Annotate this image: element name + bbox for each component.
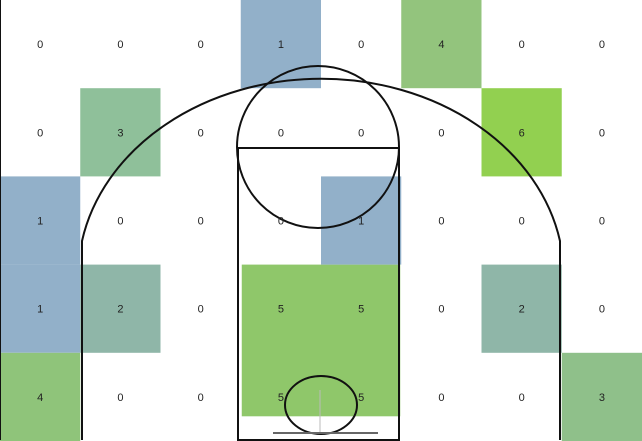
cell-value: 4: [438, 39, 444, 51]
cell-value: 0: [37, 39, 43, 51]
cell-value: 1: [37, 216, 43, 228]
heatmap-cell: [0, 352, 81, 441]
court-lines: [0, 0, 561, 441]
cell-value: 0: [358, 127, 364, 139]
cell-value: 0: [198, 304, 204, 316]
cell-value: 4: [37, 392, 43, 404]
heatmap-cell: [321, 176, 402, 265]
cell-value: 2: [519, 304, 525, 316]
cell-value: 0: [519, 392, 525, 404]
cell-value: 0: [599, 39, 605, 51]
cell-value: 0: [358, 39, 364, 51]
cell-value: 0: [117, 392, 123, 404]
cell-value: 5: [278, 304, 284, 316]
free-throw-circle: [236, 65, 400, 229]
cell-value: 5: [358, 304, 364, 316]
cell-value: 1: [278, 39, 284, 51]
cell-value: 1: [358, 216, 364, 228]
heatmap-cell: [481, 264, 562, 353]
heatmap-cell: [561, 352, 642, 441]
cell-value-labels: 0 0 0 1 0 4 0 0 0 3 0 0 0 0 6 0 1 0 0 0 1 0 0 0 1 2 0 5 5 0 2 0 4 0 0 5 5 0 0 3: [37, 39, 605, 404]
cell-value: 2: [117, 304, 123, 316]
heatmap-cell: [0, 264, 81, 353]
heatmap-cell: [401, 0, 482, 89]
cell-value: 5: [278, 392, 284, 404]
cell-value: 0: [198, 127, 204, 139]
cell-value: 0: [438, 127, 444, 139]
heatmap-cell: [80, 88, 161, 177]
cell-value: 0: [37, 127, 43, 139]
cell-value: 0: [599, 127, 605, 139]
cell-value: 3: [117, 127, 123, 139]
cell-value: 0: [519, 216, 525, 228]
heatmap-cell: [80, 264, 161, 353]
heatmap-cell: [481, 88, 562, 177]
heatmap-cell: [0, 176, 81, 265]
cell-value: 3: [599, 392, 605, 404]
cell-value: 0: [117, 39, 123, 51]
cell-value: 0: [519, 39, 525, 51]
cell-value: 0: [438, 216, 444, 228]
heatmap-zone: [241, 264, 401, 417]
cell-value: 0: [278, 216, 284, 228]
three-point-arc: [81, 77, 561, 440]
cell-value: 0: [198, 39, 204, 51]
heatmap-cell: [240, 0, 321, 89]
cell-value: 0: [117, 216, 123, 228]
cell-value: 1: [37, 304, 43, 316]
cell-value: 0: [599, 304, 605, 316]
free-throw-lane: [237, 147, 400, 441]
cell-value: 0: [278, 127, 284, 139]
cell-value: 0: [198, 392, 204, 404]
cell-value: 5: [358, 392, 364, 404]
cell-value: 6: [519, 127, 525, 139]
cell-value: 0: [599, 216, 605, 228]
cell-value: 0: [438, 304, 444, 316]
cell-value: 0: [198, 216, 204, 228]
cell-value: 0: [438, 392, 444, 404]
